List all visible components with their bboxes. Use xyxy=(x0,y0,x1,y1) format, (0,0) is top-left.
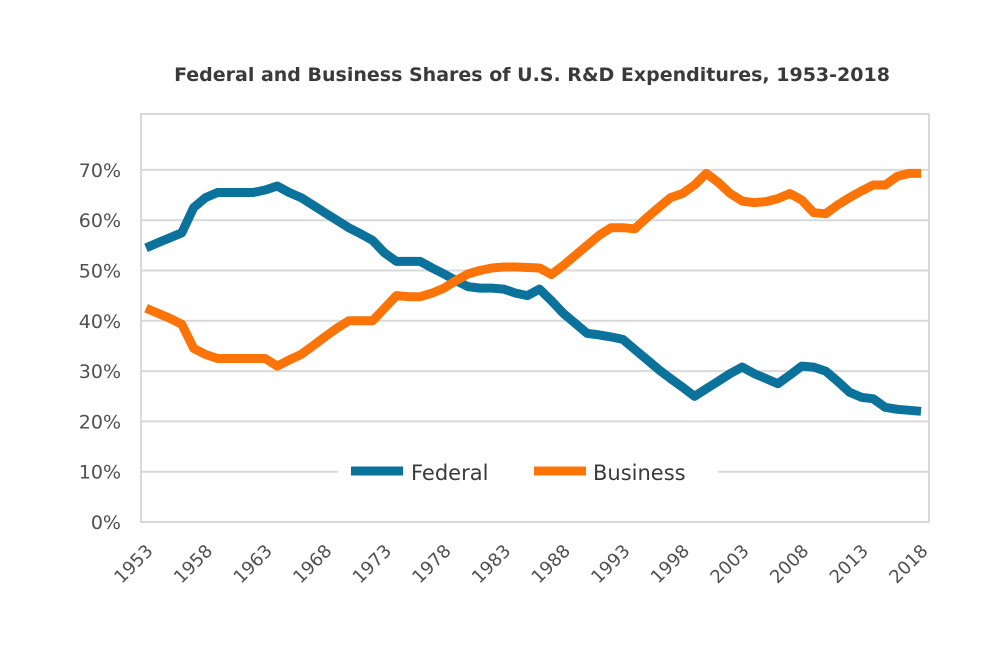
plot-area-frame xyxy=(140,113,930,523)
x-tick-label: 1993 xyxy=(587,541,634,588)
x-tick-label: 1998 xyxy=(647,541,694,588)
y-tick-label: 10% xyxy=(79,462,121,484)
x-tick-label: 2013 xyxy=(826,541,873,588)
x-tick-label: 1963 xyxy=(230,541,277,588)
y-tick-label: 20% xyxy=(79,411,121,433)
x-tick-label: 2018 xyxy=(885,541,932,588)
y-tick-label: 60% xyxy=(79,210,121,232)
x-tick-label: 1978 xyxy=(408,541,455,588)
y-tick-label: 40% xyxy=(79,311,121,333)
legend-label-business: Business xyxy=(593,461,686,485)
series-line-federal xyxy=(144,181,922,416)
x-tick-label: 1968 xyxy=(289,541,336,588)
y-axis-ticks: 0% 10% 20% 30% 40% 50% 60% 70% xyxy=(79,160,121,534)
legend: Federal Business xyxy=(338,452,718,494)
legend-label-federal: Federal xyxy=(411,461,488,485)
series-lines xyxy=(144,168,922,416)
y-tick-label: 0% xyxy=(91,512,121,534)
x-tick-label: 2003 xyxy=(706,541,753,588)
x-axis-ticks: 1953 1958 1963 1968 1973 1978 1983 1988 1993 1998… xyxy=(110,541,932,588)
x-tick-label: 1953 xyxy=(110,541,157,588)
series-line-business xyxy=(144,168,921,371)
y-tick-label: 50% xyxy=(79,261,121,283)
x-tick-label: 1958 xyxy=(170,541,217,588)
x-tick-label: 1983 xyxy=(468,541,515,588)
x-tick-label: 1973 xyxy=(349,541,396,588)
y-tick-label: 30% xyxy=(79,361,121,383)
x-tick-label: 2008 xyxy=(766,541,813,588)
x-tick-label: 1988 xyxy=(528,541,575,588)
y-tick-label: 70% xyxy=(79,160,121,182)
chart-title: Federal and Business Shares of U.S. R&D … xyxy=(174,64,890,86)
